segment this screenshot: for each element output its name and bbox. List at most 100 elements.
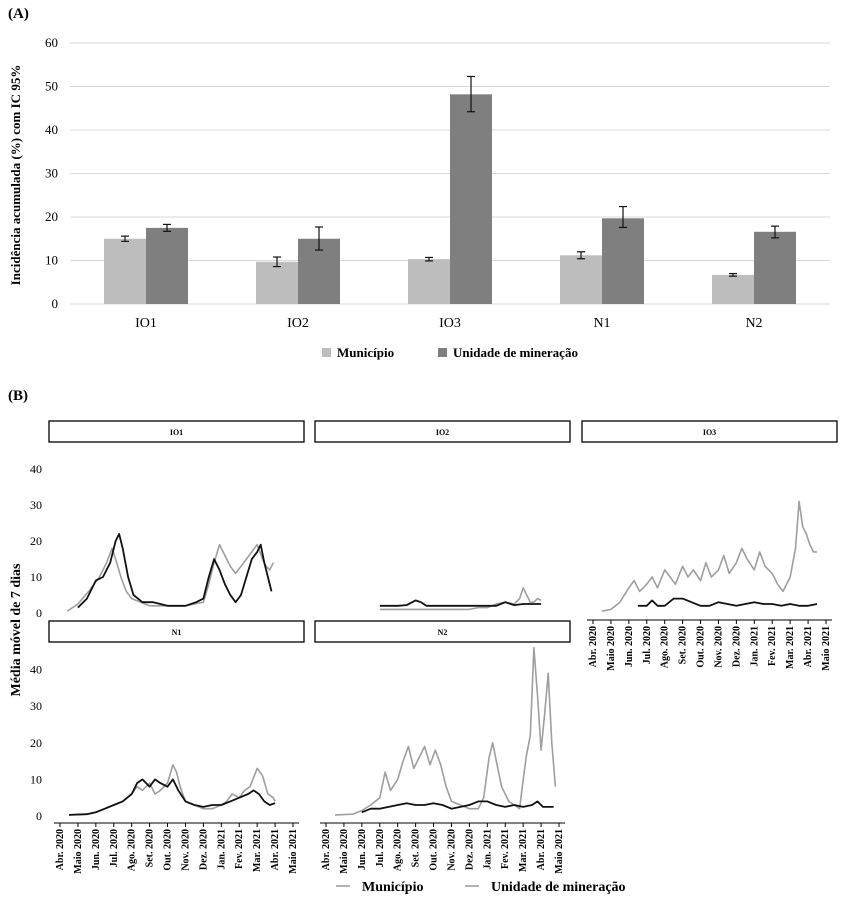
x-tick-label: Out. 2020 (696, 626, 707, 668)
x-tick-label: Jun. 2020 (624, 626, 635, 667)
panel-a-legend: Município Unidade de mineração (322, 345, 578, 360)
series-line-municipio (68, 763, 276, 816)
x-tick-label: IO2 (287, 316, 309, 331)
legend-label: Município (337, 345, 394, 360)
y-tick-label: 0 (36, 606, 42, 620)
y-tick-label: 60 (45, 35, 58, 50)
legend-swatch (438, 348, 447, 357)
x-tick-label: Set. 2020 (411, 829, 422, 867)
y-tick-label: 20 (45, 209, 58, 224)
x-tick-label: Abr. 2021 (803, 626, 814, 667)
x-tick-label: Abr. 2020 (55, 829, 66, 870)
y-tick-label: 40 (30, 663, 42, 677)
y-tick-label: 10 (30, 772, 42, 786)
y-tick-label: 30 (45, 166, 58, 181)
x-tick-label: Maio 2020 (339, 829, 350, 874)
x-tick-label: Dez. 2020 (731, 626, 742, 667)
x-tick-label: Jun. 2020 (357, 829, 368, 870)
series-line-municipio (66, 543, 275, 612)
x-tick-label: Abr. 2021 (270, 829, 281, 870)
x-tick-label: Jun. 2020 (91, 829, 102, 870)
series-line-unidade (68, 778, 276, 816)
y-tick-label: 30 (30, 699, 42, 713)
x-tick-label: Dez. 2020 (464, 829, 475, 870)
series-line-unidade (77, 533, 273, 609)
legend-swatch (322, 348, 331, 357)
x-tick-label: Mar. 2021 (518, 829, 529, 872)
series-line-unidade (361, 800, 554, 814)
x-tick-label: Set. 2020 (145, 829, 156, 867)
bar-municipio (256, 261, 298, 304)
x-tick-label: Maio 2021 (554, 829, 565, 874)
y-tick-label: 30 (30, 498, 42, 512)
facet-strip (314, 620, 571, 643)
legend-label: Unidade de mineração (453, 345, 578, 360)
panel-a-label: (A) (8, 6, 29, 22)
x-tick-label: Fev. 2021 (500, 829, 511, 869)
facet-title: IO2 (436, 428, 449, 437)
x-tick-label: N1 (593, 316, 610, 331)
x-tick-label: Dez. 2020 (198, 829, 209, 870)
panel-a-chart: 0 10 20 30 40 50 60 IO1 IO2 IO3 N1 N2 (45, 35, 830, 331)
bar-municipio (712, 274, 754, 304)
panel-b-chart: IO1 0 10 20 30 40 IO2 IO3 Abr. 2020 Maio 2020 Jun.… (30, 420, 838, 874)
facet-title: N2 (438, 628, 448, 637)
bar-municipio (560, 255, 602, 304)
x-tick-label: Ago. 2020 (660, 626, 671, 668)
y-tick-label: 20 (30, 736, 42, 750)
y-tick-label: 50 (45, 79, 58, 94)
y-tick-label: 40 (30, 462, 42, 476)
bar-municipio (104, 238, 146, 304)
x-tick-label: Ago. 2020 (127, 829, 138, 871)
y-tick-label: 40 (45, 122, 58, 137)
x-tick-label: Out. 2020 (429, 829, 440, 871)
series-line-unidade (379, 599, 542, 607)
series-line-municipio (601, 500, 817, 612)
facet-strip (314, 420, 571, 443)
x-tick-label: Fev. 2021 (767, 626, 778, 666)
x-tick-label: Jan. 2021 (216, 829, 227, 870)
legend-label: Município (362, 880, 423, 895)
bar-municipio (408, 259, 450, 304)
legend-label: Unidade de mineração (491, 880, 626, 895)
x-tick-label: Nov. 2020 (713, 626, 724, 668)
panel-a-y-axis-label: Incidência acumulada (%) com IC 95% (8, 65, 23, 286)
y-tick-label: 20 (30, 534, 42, 548)
panel-b-label: (B) (8, 388, 28, 404)
x-tick-label: Nov. 2020 (446, 829, 457, 871)
bar-unidade (602, 218, 644, 304)
facet-title: IO3 (703, 428, 716, 437)
x-tick-label: Mar. 2021 (252, 829, 263, 872)
y-tick-label: 10 (30, 570, 42, 584)
x-tick-label: Abr. 2021 (536, 829, 547, 870)
x-tick-label: Maio 2021 (821, 626, 832, 671)
x-tick-label: Set. 2020 (678, 626, 689, 664)
facet-strip (48, 620, 305, 643)
x-tick-label: Jul. 2020 (375, 829, 386, 867)
facet-strip (48, 420, 305, 443)
x-tick-label: Out. 2020 (163, 829, 174, 871)
x-tick-label: Abr. 2020 (588, 626, 599, 667)
x-tick-label: Maio 2021 (288, 829, 299, 874)
x-tick-label: Jul. 2020 (109, 829, 120, 867)
x-tick-label: Ago. 2020 (393, 829, 404, 871)
x-tick-label: Jan. 2021 (482, 829, 493, 870)
x-tick-label: N2 (745, 316, 762, 331)
x-tick-label: Abr. 2020 (321, 829, 332, 870)
x-tick-label: IO3 (439, 316, 461, 331)
series-line-unidade (637, 597, 818, 607)
x-tick-label: Maio 2020 (73, 829, 84, 874)
bar-unidade (450, 94, 492, 304)
x-tick-label: Fev. 2021 (234, 829, 245, 869)
facet-strip (581, 420, 838, 443)
bar-unidade (754, 231, 796, 304)
x-tick-label: IO1 (135, 316, 157, 331)
panel-b-legend: Município Unidade de mineração (336, 880, 626, 895)
x-tick-label: Jul. 2020 (642, 626, 653, 664)
y-tick-label: 0 (36, 809, 42, 823)
x-tick-label: Mar. 2021 (785, 626, 796, 669)
facet-title: IO1 (170, 428, 183, 437)
x-tick-label: Nov. 2020 (180, 829, 191, 871)
y-tick-label: 0 (52, 296, 59, 311)
